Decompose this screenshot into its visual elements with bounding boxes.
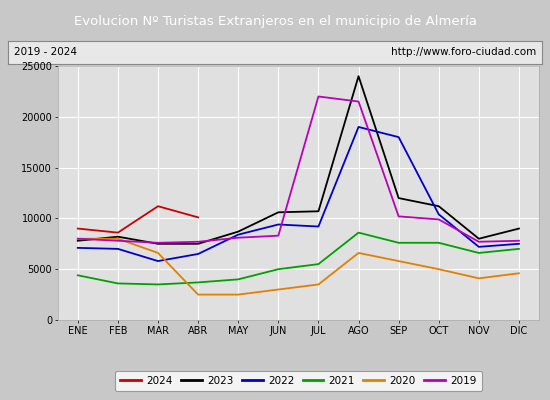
Text: http://www.foro-ciudad.com: http://www.foro-ciudad.com [391, 47, 536, 57]
Legend: 2024, 2023, 2022, 2021, 2020, 2019: 2024, 2023, 2022, 2021, 2020, 2019 [115, 370, 482, 391]
Text: Evolucion Nº Turistas Extranjeros en el municipio de Almería: Evolucion Nº Turistas Extranjeros en el … [74, 14, 476, 28]
Text: 2019 - 2024: 2019 - 2024 [14, 47, 76, 57]
